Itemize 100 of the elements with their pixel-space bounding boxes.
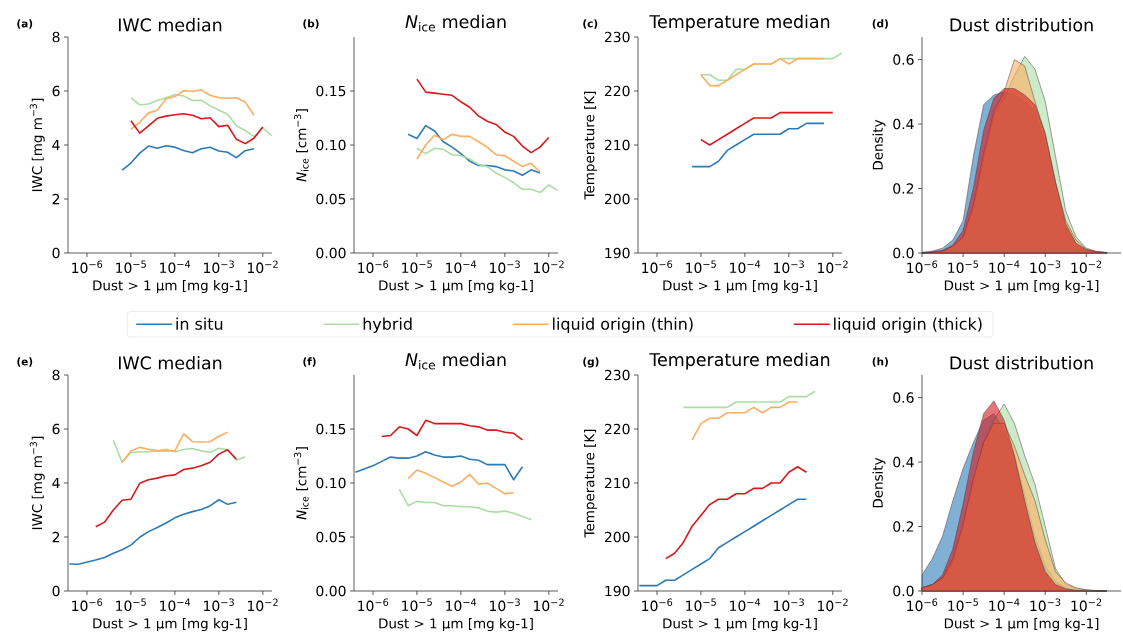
x-tick-label: 10$^{−4}$ [730,260,761,274]
y-tick-label: 190 [605,247,630,259]
x-axis-title: Dust > 1 µm [mg kg-1] [944,618,1099,632]
text: (e) [17,357,33,367]
y-tick-label: 0.10 [316,477,346,489]
y-tick-label: 2 [52,193,60,205]
x-tick-label: 10$^{−3}$ [490,260,520,274]
legend-label: hybrid [363,317,412,333]
x-tick-label: 10$^{−5}$ [948,598,979,612]
x-tick-label: 10$^{−4}$ [730,598,761,612]
y-axis-title: Density [872,119,886,170]
y-tick-label: 0.4 [893,456,914,468]
line-series [416,147,559,194]
line-series [416,133,541,173]
y-tick-label: 0.6 [893,54,914,65]
x-tick-label: 10$^{−3}$ [1030,598,1061,612]
y-tick-label: 0.4 [893,118,914,130]
y-tick-label: 210 [604,139,630,151]
chart-title: Dust distribution [950,356,1093,370]
y-tick-label: 190 [605,585,630,597]
x-tick-label: 10$^{−6}$ [642,260,673,274]
y-tick-label: 0.00 [316,585,346,597]
y-tick-label: 0.05 [316,193,346,205]
x-tick-label: 10$^{−5}$ [948,260,979,274]
x-tick-label: 10$^{−2}$ [248,598,278,612]
x-tick-label: 10$^{−3}$ [774,598,804,612]
x-axis-title: Dust > 1 µm [mg kg-1] [93,618,247,632]
y-tick-label: 230 [604,31,630,43]
x-tick-label: 10$^{−3}$ [1030,260,1061,274]
x-tick-label: 10$^{−4}$ [989,260,1020,274]
x-tick-label: 10$^{−6}$ [907,598,938,612]
x-tick-label: 10$^{−6}$ [72,260,103,274]
x-tick-label: 10$^{−5}$ [686,598,716,612]
y-tick-label: 8 [52,31,60,43]
y-axis-title: N$_{ice}$ [cm$^{−3}$] [294,447,309,520]
line-series [130,93,273,138]
x-tick-label: 10$^{−3}$ [490,598,520,612]
line-series [407,469,515,495]
x-tick-label: 10$^{−3}$ [204,598,234,612]
y-tick-label: 4 [52,477,60,489]
y-tick-label: 6 [52,85,60,97]
x-tick-label: 10$^{−6}$ [907,260,938,274]
x-tick-label: 10$^{−5}$ [686,260,716,274]
x-tick-label: 10$^{−5}$ [116,598,146,612]
text: (d) [872,19,888,29]
y-tick-label: 2 [52,531,60,543]
x-axis-title: Dust > 1 µm [mg kg-1] [663,280,817,294]
x-tick-label: 10$^{−4}$ [160,260,191,274]
line-series [398,488,533,521]
chart-title: N$_{ice}$ median [405,14,506,32]
y-axis-title: IWC [mg m$^{−3}$] [29,98,45,192]
line-series [130,89,255,131]
x-axis-title: Dust > 1 µm [mg kg-1] [93,280,247,294]
line-series [416,78,550,154]
y-tick-label: 0.15 [316,85,346,97]
y-tick-label: 200 [604,193,630,205]
chart-title: Dust distribution [950,18,1093,32]
x-tick-label: 10$^{−6}$ [358,598,389,612]
text: (a) [17,19,33,29]
y-tick-label: 0.15 [316,423,346,435]
x-tick-label: 10$^{−2}$ [1071,260,1102,274]
y-axis-title: IWC [mg m$^{−3}$] [29,436,45,530]
y-tick-label: 0.6 [893,392,914,403]
y-tick-label: 0.00 [316,247,346,259]
x-axis-title: Dust > 1 µm [mg kg-1] [379,618,533,632]
chart-title: N$_{ice}$ median [405,352,506,370]
x-tick-label: 10$^{−3}$ [774,260,804,274]
x-tick-label: 10$^{−2}$ [248,260,278,274]
line-series [112,439,247,464]
x-tick-label: 10$^{−5}$ [402,598,432,612]
chart-title: Temperature median [649,352,830,370]
chart-title: Temperature median [649,14,830,32]
y-axis-title: Temperature [K] [584,429,598,538]
x-tick-label: 10$^{−4}$ [160,598,191,612]
x-tick-label: 10$^{−5}$ [116,260,146,274]
y-axis-title: Density [872,457,886,508]
y-axis-title: Temperature [K] [584,91,598,200]
x-tick-label: 10$^{−6}$ [642,598,673,612]
y-tick-label: 8 [52,369,60,381]
text: (g) [583,357,599,368]
chart-title: IWC median [118,18,222,32]
y-tick-label: 6 [52,423,60,435]
x-tick-label: 10$^{−2}$ [818,260,848,274]
x-tick-label: 10$^{−3}$ [204,260,234,274]
x-tick-label: 10$^{−2}$ [534,260,564,274]
x-tick-label: 10$^{−4}$ [446,598,477,612]
y-tick-label: 0.10 [316,139,346,151]
x-tick-label: 10$^{−4}$ [446,260,477,274]
x-axis-title: Dust > 1 µm [mg kg-1] [663,618,817,632]
y-tick-label: 0.05 [316,531,346,543]
x-tick-label: 10$^{−2}$ [534,598,564,612]
x-axis-title: Dust > 1 µm [mg kg-1] [944,280,1099,294]
text: (f) [303,357,316,367]
x-tick-label: 10$^{−2}$ [818,598,848,612]
y-tick-label: 0.0 [893,247,914,259]
y-axis-title: N$_{ice}$ [cm$^{−3}$] [294,109,309,182]
chart-title: IWC median [118,356,222,370]
y-tick-label: 230 [604,369,630,381]
line-series [94,449,238,528]
x-tick-label: 10$^{−5}$ [402,260,432,274]
